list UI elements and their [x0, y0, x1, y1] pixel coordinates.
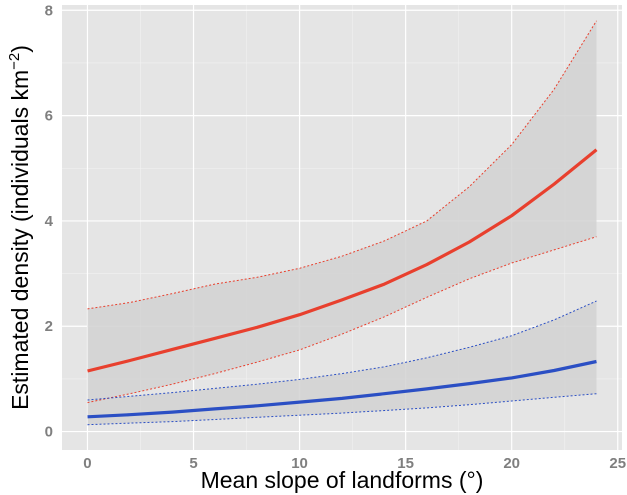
x-tick-label: 0: [83, 455, 91, 472]
y-axis-title: Estimated density (individuals km−2): [6, 45, 33, 410]
x-axis-title: Mean slope of landforms (°): [201, 467, 484, 493]
x-tick-label: 20: [503, 455, 520, 472]
y-tick-label: 4: [45, 213, 54, 230]
x-tick-label: 10: [291, 455, 308, 472]
estimate-line-0: [87, 148, 598, 373]
lower-bound-line-1: [87, 393, 597, 426]
y-axis-title-close: ): [7, 45, 33, 53]
x-tick-label: 5: [189, 455, 197, 472]
confidence-band-0: [87, 20, 597, 403]
confidence-band-1: [87, 301, 597, 425]
tick-labels: 0 5 10 15 20 25 0 2 4 6 8: [45, 2, 626, 472]
x-tick-label: 15: [397, 455, 414, 472]
y-tick-label: 0: [45, 424, 53, 441]
estimate-line-1: [87, 359, 597, 419]
upper-bound-line-0: [87, 20, 597, 310]
y-tick-label: 2: [45, 318, 53, 335]
confidence-bands: [87, 20, 597, 425]
y-tick-label: 6: [45, 108, 53, 125]
upper-bound-line-1: [87, 300, 597, 401]
y-axis-title-main: Estimated density (individuals km: [7, 70, 33, 410]
x-tick-label: 25: [609, 455, 626, 472]
y-tick-label: 8: [45, 2, 53, 19]
y-axis-title-superscript: −2: [6, 53, 23, 70]
series-lines: [87, 20, 598, 426]
